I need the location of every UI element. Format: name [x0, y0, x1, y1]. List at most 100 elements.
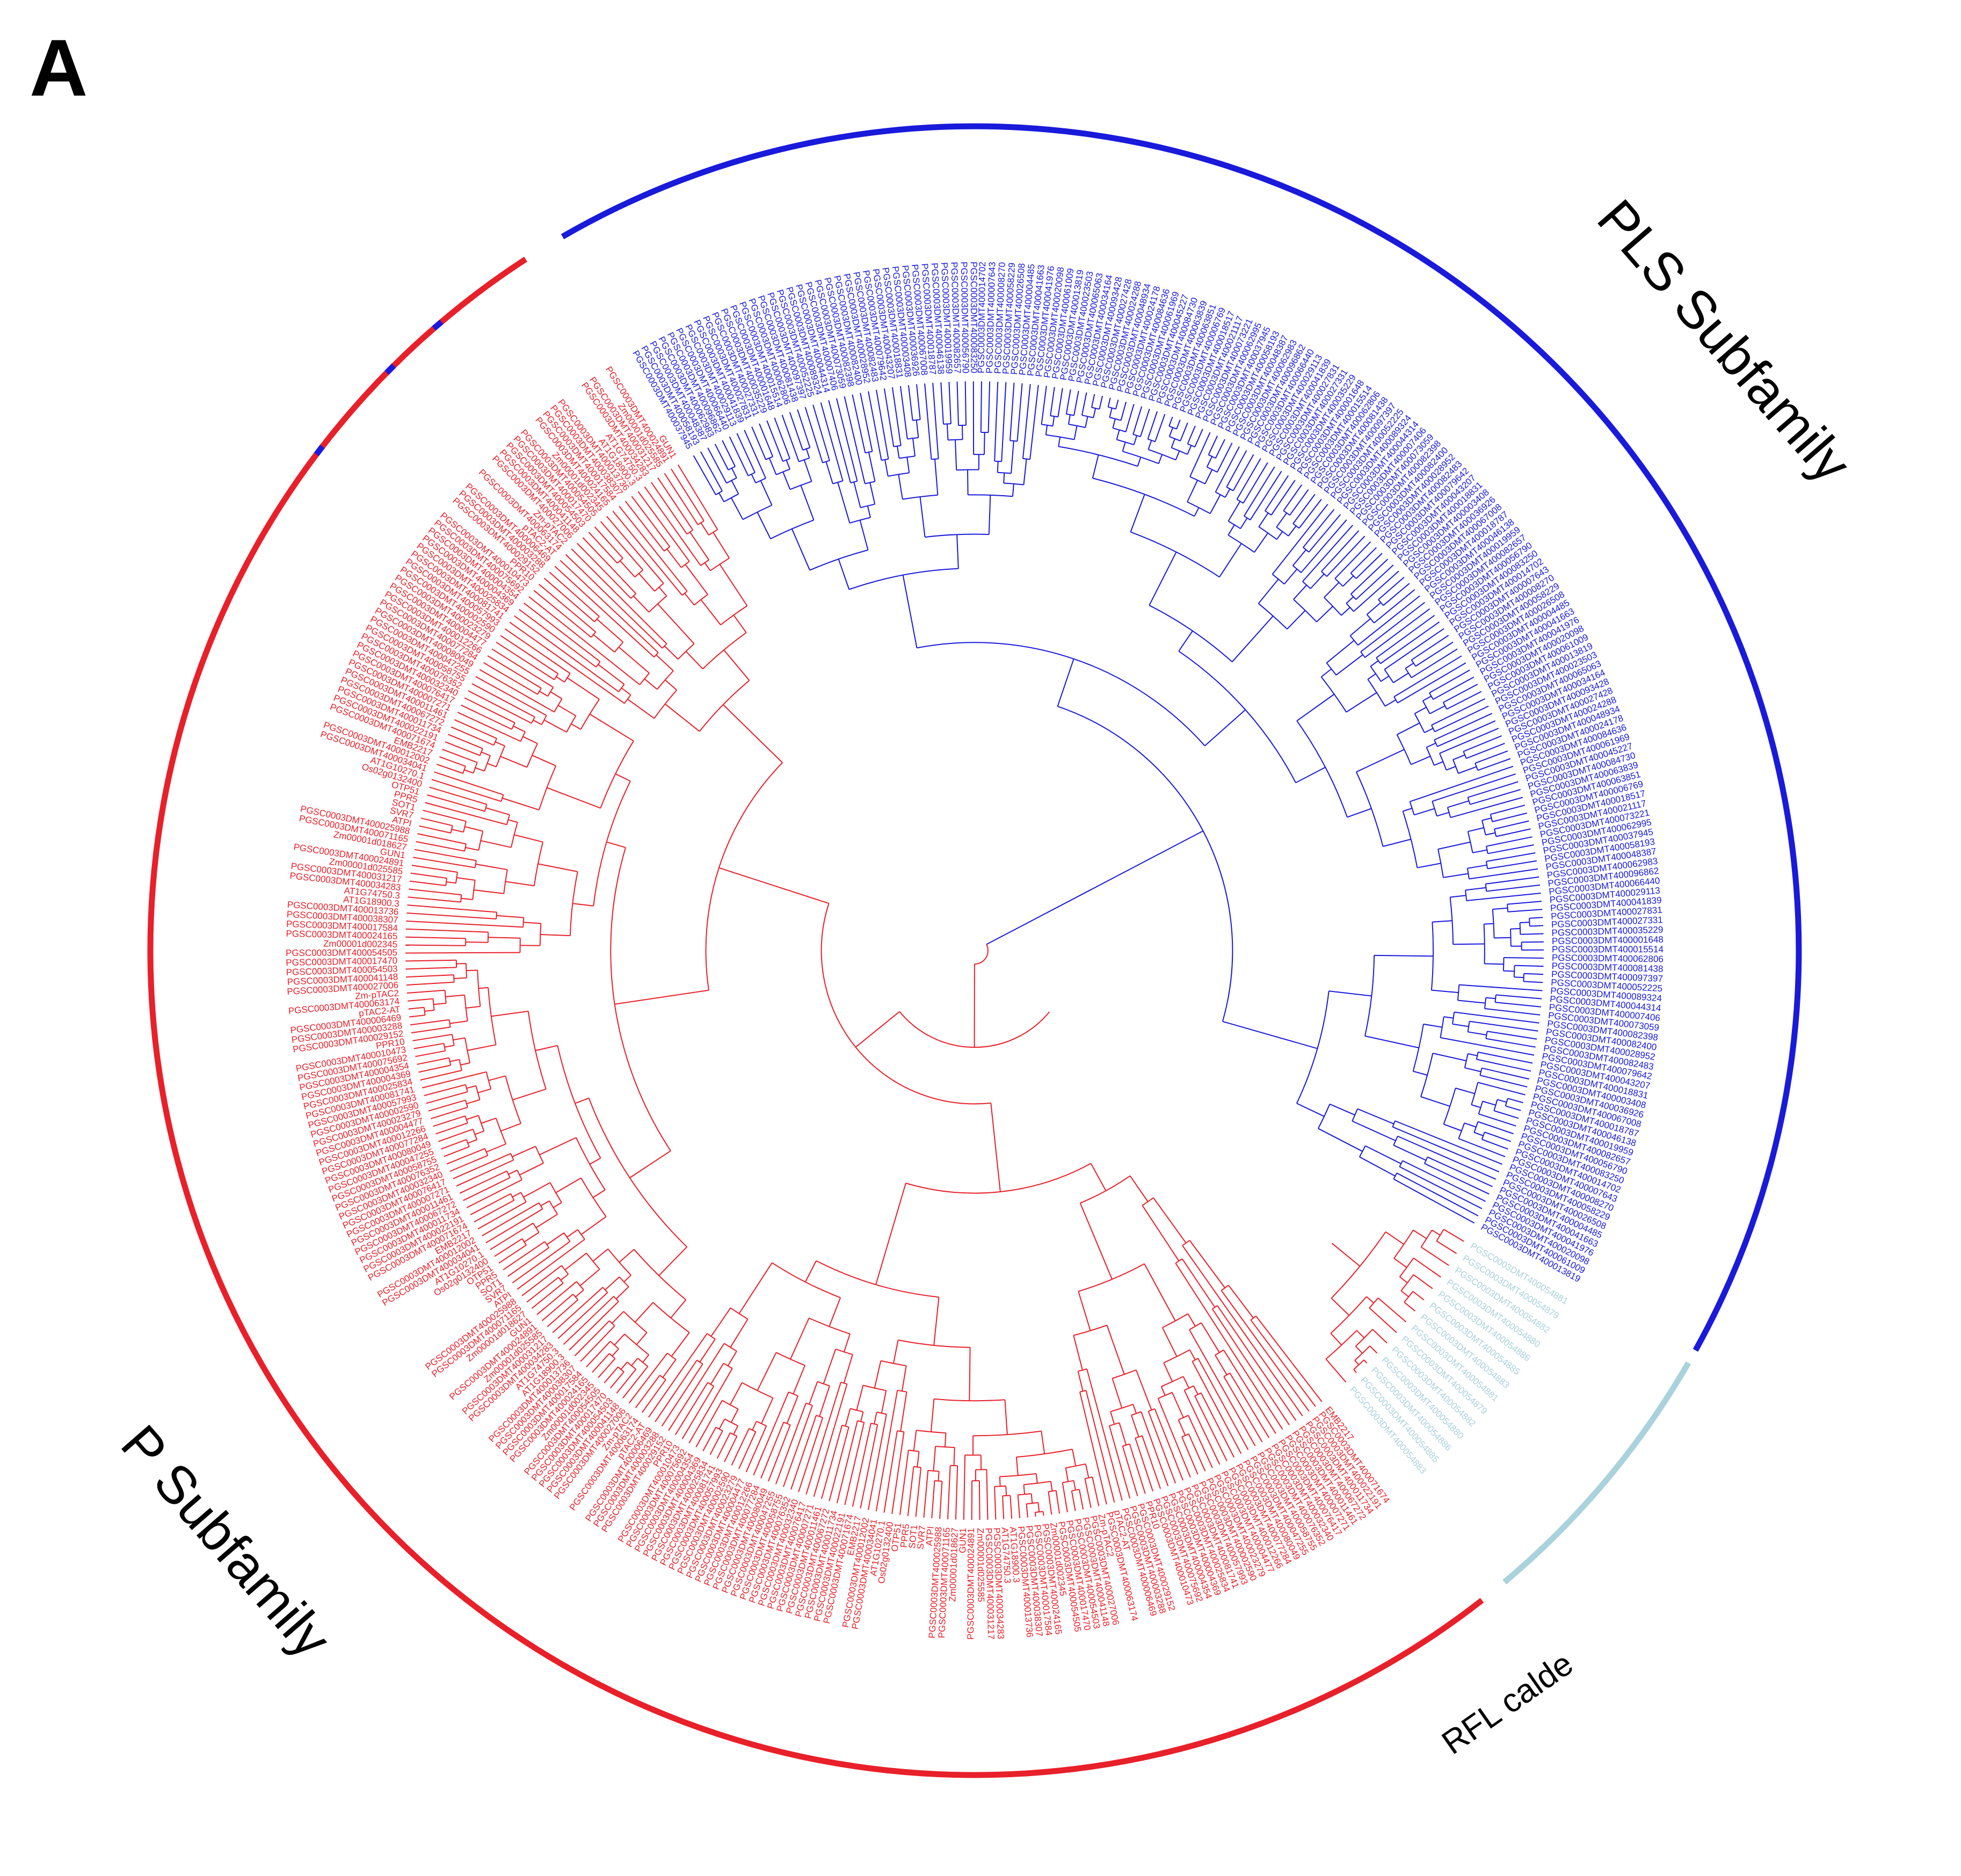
tree-branch: [618, 647, 650, 674]
tree-branch: [1480, 1075, 1528, 1088]
tree-branch-arc: [865, 451, 873, 454]
tree-branch: [1284, 568, 1298, 585]
tree-branch: [553, 1202, 562, 1208]
tree-branch: [707, 447, 727, 483]
tree-branch-arc: [1432, 801, 1437, 816]
tree-branch: [1481, 1067, 1529, 1080]
tree-branch: [876, 389, 889, 459]
tree-branch: [580, 1216, 607, 1235]
tree-branch: [464, 769, 474, 774]
tree-branch: [1092, 454, 1099, 479]
tree-branch: [1065, 389, 1071, 415]
tree-branch-arc: [595, 661, 601, 668]
tree-branch: [1520, 933, 1544, 935]
tree-branch: [571, 548, 667, 644]
tree-branch: [496, 641, 555, 680]
tree-branch: [1385, 1231, 1405, 1245]
tree-branch: [688, 1368, 733, 1444]
tree-branch: [1301, 519, 1347, 573]
tree-branch-arc: [1023, 1481, 1051, 1486]
tree-branch: [1178, 631, 1193, 651]
tree-branch: [487, 655, 542, 689]
tree-branch: [1223, 1349, 1276, 1434]
tree-branch: [417, 833, 467, 845]
tree-branch: [1276, 531, 1283, 540]
tree-branch: [1175, 1263, 1283, 1430]
tree-branch: [836, 1421, 858, 1503]
leaf-label-pls: PGSC0003DMT400001648: [1552, 935, 1664, 946]
tree-branch: [1452, 754, 1465, 760]
tree-branch: [1366, 1296, 1375, 1303]
tree-branch: [1393, 655, 1462, 698]
tree-branch: [955, 439, 957, 470]
tree-branch: [685, 651, 703, 670]
tree-branch: [477, 1088, 491, 1093]
tree-branch-arc: [870, 1423, 878, 1425]
tree-branch: [424, 1084, 466, 1096]
tree-branch: [1494, 1110, 1519, 1119]
tree-branch: [449, 1059, 460, 1062]
tree-branch: [751, 474, 757, 483]
tree-branch: [1436, 812, 1449, 817]
tree-branch-arc: [1513, 965, 1515, 977]
tree-branch: [1125, 404, 1135, 432]
tree-branch: [1265, 475, 1289, 511]
tree-branch: [1486, 884, 1541, 892]
tree-branch: [900, 1392, 907, 1432]
tree-branch: [1421, 1247, 1449, 1266]
tree-branch: [644, 678, 658, 690]
tree-branch: [1232, 454, 1254, 491]
tree-branch: [444, 1045, 454, 1048]
tree-branch-arc: [510, 1193, 515, 1201]
tree-branch: [1468, 1031, 1487, 1035]
tree-branch: [1505, 1105, 1521, 1111]
tree-branch: [988, 495, 991, 535]
tree-branch: [541, 1293, 573, 1321]
tree-branch: [488, 1075, 506, 1081]
tree-branch: [407, 904, 497, 913]
tree-branch: [464, 697, 515, 723]
tree-branch: [479, 669, 555, 713]
tree-branch: [1350, 559, 1389, 595]
tree-branch-arc: [841, 1424, 849, 1428]
tree-branch: [1458, 1138, 1506, 1157]
tree-branch: [677, 464, 718, 530]
tree-branch: [531, 1283, 564, 1309]
tree-branch: [883, 1430, 898, 1513]
tree-branch: [1422, 696, 1432, 701]
tree-branch: [829, 1426, 849, 1502]
tree-branch: [1092, 1476, 1100, 1506]
tree-branch: [605, 1276, 620, 1291]
tree-branch: [1009, 1495, 1013, 1519]
tree-branch: [624, 501, 665, 552]
tree-branch: [953, 1447, 955, 1466]
tree-branch: [1414, 707, 1427, 714]
clade-arc-rfl: [1502, 1361, 1691, 1585]
tree-branch: [615, 1286, 629, 1300]
tree-branch: [563, 1296, 614, 1345]
tree-branch: [1486, 852, 1536, 862]
tree-branch-arc: [448, 1057, 452, 1066]
tree-branch: [844, 1422, 865, 1505]
tree-branch: [612, 510, 683, 596]
tree-branch: [1288, 525, 1297, 537]
tree-branch: [805, 1382, 841, 1495]
tree-branch: [760, 480, 773, 506]
tree-branch: [547, 1299, 578, 1328]
tree-branch: [554, 566, 655, 658]
tree-branch: [1183, 1390, 1221, 1465]
tree-branch: [445, 994, 465, 997]
tree-branch: [1002, 1496, 1005, 1519]
tree-branch: [1192, 1361, 1242, 1454]
leaf-label-p: PGSC0003DMT400024891: [965, 1528, 976, 1640]
tree-branch: [466, 1085, 476, 1089]
tree-branch: [1067, 415, 1071, 425]
tree-branch: [1189, 1240, 1226, 1288]
tree-branch: [465, 847, 479, 851]
tree-branch: [557, 1292, 608, 1339]
tree-branch: [1374, 589, 1415, 624]
tree-branch: [474, 1199, 514, 1222]
tree-branch: [470, 1193, 511, 1215]
tree-branch: [1432, 773, 1516, 802]
tree-branch: [700, 522, 709, 535]
